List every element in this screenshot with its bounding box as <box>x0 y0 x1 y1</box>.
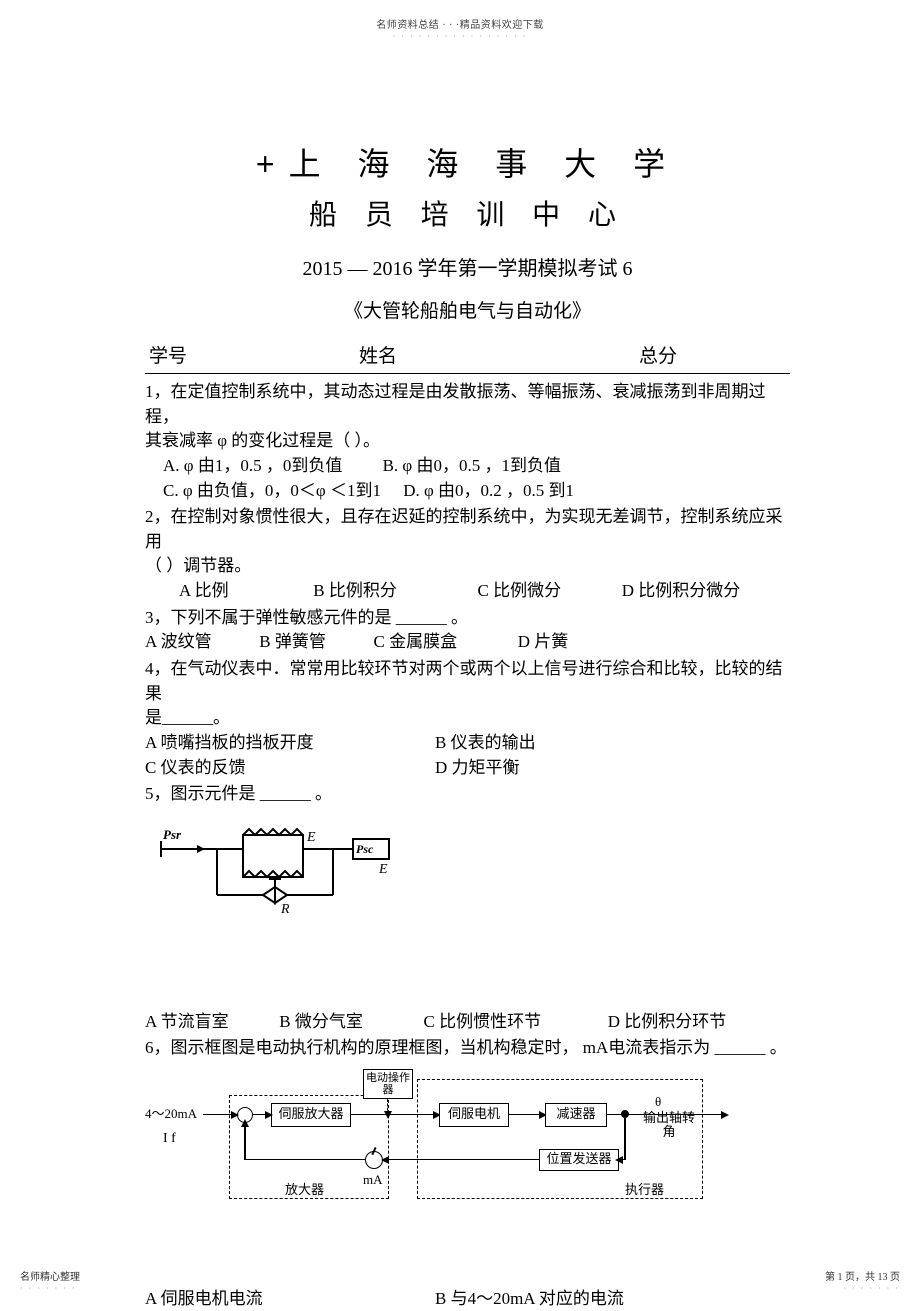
q5-figure: Psr E Psc E <box>155 821 790 934</box>
q3-optC: C 金属膜盒 <box>374 630 514 655</box>
footer-right-dots: · · · · · · · <box>843 1283 900 1295</box>
title-sub: 船 员 培 训 中 心 <box>145 194 790 236</box>
q6-reducer: 减速器 <box>545 1103 607 1127</box>
q4-stem2: 是______。 <box>145 706 790 731</box>
q5-stem: 5，图示元件是 ______ 。 <box>145 782 790 807</box>
q3-optB: B 弹簧管 <box>259 630 369 655</box>
q6-pos-tx: 位置发送器 <box>539 1149 619 1171</box>
header-dots: · · · · · · · · · · · · · · · · <box>0 31 920 43</box>
questions: 1，在定值控制系统中，其动态过程是由发散振荡、等幅振荡、衰减振荡到非周期过程， … <box>145 380 790 1311</box>
title-main: +上 海 海 事 大 学 <box>145 140 790 188</box>
q6-out: 输出轴转角 <box>639 1111 699 1140</box>
q6-amp-sub: 放大器 <box>285 1181 324 1200</box>
q6-servo-motor: 伺服电机 <box>439 1103 509 1127</box>
q2-stem1: 2，在控制对象惯性很大，且存在迟延的控制系统中，为实现无差调节，控制系统应采用 <box>145 505 790 554</box>
q6-pickoff <box>621 1110 629 1118</box>
q6-optA: A 伺服电机电流 <box>145 1287 435 1311</box>
q5-psr: Psr <box>163 827 182 842</box>
q5: 5，图示元件是 ______ 。 Psr E <box>145 782 790 1034</box>
q5-E1: E <box>306 830 316 845</box>
q6-manual: 电动操作器 <box>363 1069 413 1099</box>
exam-line: 2015 — 2016 学年第一学期模拟考试 6 <box>145 254 790 284</box>
q5-optD: D 比例积分环节 <box>608 1012 727 1031</box>
info-row: 学号 姓名 总分 <box>145 343 790 375</box>
q5-R: R <box>280 902 290 917</box>
label-xuehao: 学号 <box>149 343 359 372</box>
q1: 1，在定值控制系统中，其动态过程是由发散振荡、等幅振荡、衰减振荡到非周期过程， … <box>145 380 790 503</box>
q6-mA-label: mA <box>363 1171 383 1190</box>
q5-svg: Psr E Psc E <box>155 821 405 926</box>
q4-optA: A 喷嘴挡板的挡板开度 <box>145 731 435 756</box>
q6-servo-amp: 伺服放大器 <box>271 1103 351 1127</box>
q3-optA: A 波纹管 <box>145 630 255 655</box>
q6-optB: B 与4～20mA 对应的电流 <box>435 1287 624 1311</box>
q6-theta: θ <box>655 1093 661 1112</box>
q6-if-label: I f <box>163 1129 176 1149</box>
page-content: +上 海 海 事 大 学 船 员 培 训 中 心 2015 — 2016 学年第… <box>145 140 790 1311</box>
q3-optD: D 片簧 <box>518 632 569 651</box>
label-xingming: 姓名 <box>359 343 639 372</box>
q6-exec-sub: 执行器 <box>625 1181 664 1200</box>
q2-optB: B 比例积分 <box>313 579 473 604</box>
q3-stem: 3，下列不属于弹性敏感元件的是 ______ 。 <box>145 606 790 631</box>
q1-stem2: 其衰减率 φ 的变化过程是（ ）。 <box>145 429 790 454</box>
q1-optA: A. φ 由1，0.5 ，0到负值 <box>163 456 342 475</box>
q5-optC: C 比例惯性环节 <box>424 1010 604 1035</box>
q5-psc: Psc <box>356 842 374 856</box>
label-zongfen: 总分 <box>639 343 786 372</box>
q4-optB: B 仪表的输出 <box>435 731 536 756</box>
q6-figure: 4～20mA I f 放大器 执行器 伺服放大器 电动操作 <box>185 1069 745 1219</box>
q5-E2: E <box>378 862 388 877</box>
q4: 4，在气动仪表中．常常用比较环节对两个或两个以上信号进行综合和比较，比较的结果 … <box>145 657 790 780</box>
q4-optD: D 力矩平衡 <box>435 756 520 781</box>
q4-stem1: 4，在气动仪表中．常常用比较环节对两个或两个以上信号进行综合和比较，比较的结果 <box>145 657 790 706</box>
q2: 2，在控制对象惯性很大，且存在迟延的控制系统中，为实现无差调节，控制系统应采用 … <box>145 505 790 604</box>
q1-optB: B. φ 由0，0.5 ，1到负值 <box>383 456 561 475</box>
q6: 6，图示框图是电动执行机构的原理框图，当机构稳定时， mA电流表指示为 ____… <box>145 1036 790 1311</box>
q1-optC: C. φ 由负值，0，0＜φ ＜1到1 <box>163 481 381 500</box>
q5-optA: A 节流盲室 <box>145 1010 275 1035</box>
q2-optD: D 比例积分微分 <box>622 581 741 600</box>
q6-input-label: 4～20mA <box>145 1105 197 1124</box>
q1-stem1: 1，在定值控制系统中，其动态过程是由发散振荡、等幅振荡、衰减振荡到非周期过程， <box>145 380 790 429</box>
footer-left-dots: · · · · · · · <box>20 1283 77 1295</box>
course-line: 《大管轮船舶电气与自动化》 <box>145 298 790 327</box>
q2-stem2: （ ）调节器。 <box>145 554 790 579</box>
q6-stem: 6，图示框图是电动执行机构的原理框图，当机构稳定时， mA电流表指示为 ____… <box>145 1036 790 1061</box>
q2-optA: A 比例 <box>179 579 309 604</box>
q1-optD: D. φ 由0，0.2 ，0.5 到1 <box>403 481 574 500</box>
q3: 3，下列不属于弹性敏感元件的是 ______ 。 A 波纹管 B 弹簧管 C 金… <box>145 606 790 655</box>
q5-optB: B 微分气室 <box>279 1010 419 1035</box>
q4-optC: C 仪表的反馈 <box>145 756 435 781</box>
q2-optC: C 比例微分 <box>478 579 618 604</box>
